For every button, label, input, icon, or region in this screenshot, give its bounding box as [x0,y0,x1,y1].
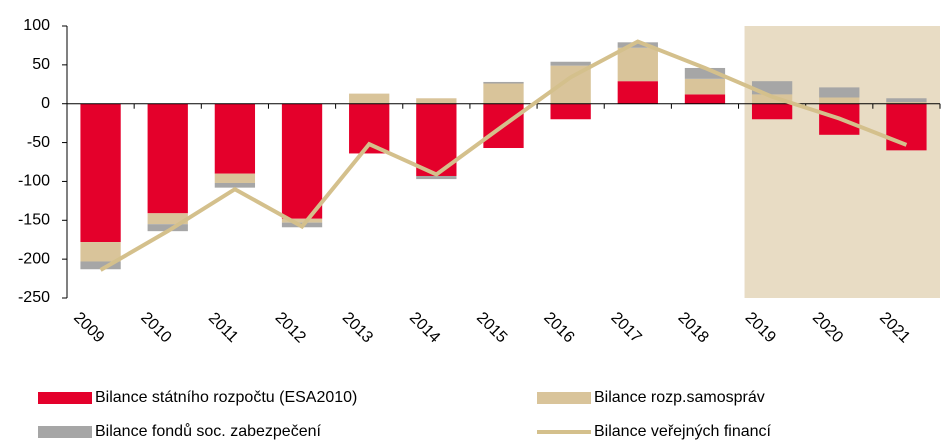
legend-label: Bilance rozp.samospráv [594,389,765,406]
bar-segment [751,103,793,120]
legend-swatch [537,392,591,404]
bar-segment [214,173,256,183]
bar-segment [886,102,927,104]
bar-segment [147,224,188,232]
bar-segment [214,182,256,188]
bar-segment [214,103,256,174]
bar-segment [617,47,658,82]
bar-segment [550,61,591,66]
y-tick-label: 100 [23,17,50,34]
legend-swatch [38,392,92,404]
x-tick-label: 2012 [272,309,309,346]
x-tick-label: 2020 [809,309,846,346]
bar-segment [80,242,121,262]
bar-segment [147,213,188,225]
y-tick-label: -100 [18,173,50,190]
bar-segment [886,98,927,103]
y-tick-label: -250 [18,289,50,306]
legend-label: Bilance státního rozpočtu (ESA2010) [95,389,357,406]
forecast-shade [744,26,940,298]
bar-segment [416,98,457,104]
x-tick-label: 2018 [675,309,712,346]
y-tick-label: 0 [41,95,50,112]
x-tick-label: 2021 [876,309,913,346]
x-tick-label: 2011 [205,310,241,346]
bar-segment [886,103,927,151]
bar-segment [617,81,658,104]
bar-segment [281,218,323,223]
y-tick-label: -50 [27,134,50,151]
bar-segment [80,103,121,243]
bar-segment [416,175,457,180]
bar-segment [80,261,121,270]
x-tick-label: 2017 [607,309,644,346]
legend-label: Bilance fondů soc. zabezpečení [95,422,321,440]
bar-segment [617,42,658,48]
x-tick-label: 2016 [540,309,577,346]
legend-label: Bilance veřejných financí [594,423,772,440]
y-tick-label: -150 [18,212,50,229]
y-tick-label: -200 [18,250,50,267]
bar-segment [483,81,524,84]
bar-segment [819,87,860,98]
bar-segment [751,94,793,104]
x-tick-label: 2013 [339,309,376,346]
bar-segment [819,97,860,104]
bar-segment [147,103,188,214]
bar-segment [684,67,726,79]
x-tick-label: 2015 [473,309,510,346]
legend-swatch [38,426,92,438]
bar-segment [349,93,390,104]
y-tick-label: 50 [32,56,50,73]
bar-segment [550,103,591,120]
x-tick-label: 2014 [406,309,443,346]
x-tick-label: 2019 [742,309,779,346]
bar-segment [684,78,726,95]
x-tick-label: 2009 [70,309,107,346]
bar-segment [483,83,524,104]
bar-segment [684,94,726,104]
bar-segment [281,103,323,219]
line-series [99,39,908,272]
x-tick-label: 2010 [137,309,174,346]
